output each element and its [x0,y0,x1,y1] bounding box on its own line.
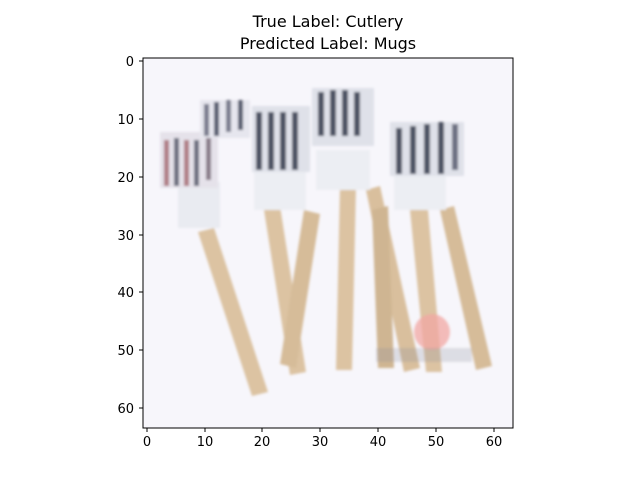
fork-tines-5 [390,122,464,176]
watermark-strip [376,348,472,362]
y-tick-label: 50 [117,344,134,359]
y-tick-label: 40 [117,286,134,301]
fork-neck-2 [254,166,306,210]
fork-handle-7 [440,206,492,370]
fork-tines-1 [160,130,218,188]
y-tick-label: 10 [117,113,134,128]
watermark-blob [414,314,450,350]
axes-frame [142,57,514,429]
x-tick-label: 30 [312,435,329,450]
plot-title-predicted-label: Predicted Label: Mugs [240,34,416,53]
fork-neck-3 [316,150,370,190]
plot-title-true-label: True Label: Cutlery [252,12,404,31]
fork-handle-8 [372,206,394,368]
fork-tines-2 [200,100,250,138]
fork-tines-4 [312,88,374,146]
y-tick-label: 60 [117,402,134,417]
fork-handle-4 [336,186,356,370]
x-tick-label: 20 [254,435,271,450]
y-tick-label: 30 [117,229,134,244]
x-tick-label: 50 [428,435,445,450]
y-tick-label: 0 [126,55,134,70]
x-tick-label: 40 [370,435,387,450]
x-axis: 0 10 20 30 40 50 60 [143,428,502,450]
fork-handle-1 [198,228,268,396]
y-axis: 0 10 20 30 40 50 60 [117,55,143,417]
y-tick-label: 20 [117,171,134,186]
x-tick-label: 10 [197,435,214,450]
fork-handle-3 [280,210,320,368]
image-panel [143,58,513,428]
fork-tines-3 [252,106,310,172]
x-tick-label: 0 [143,435,151,450]
fork-neck-1 [178,182,220,228]
x-tick-label: 60 [486,435,503,450]
